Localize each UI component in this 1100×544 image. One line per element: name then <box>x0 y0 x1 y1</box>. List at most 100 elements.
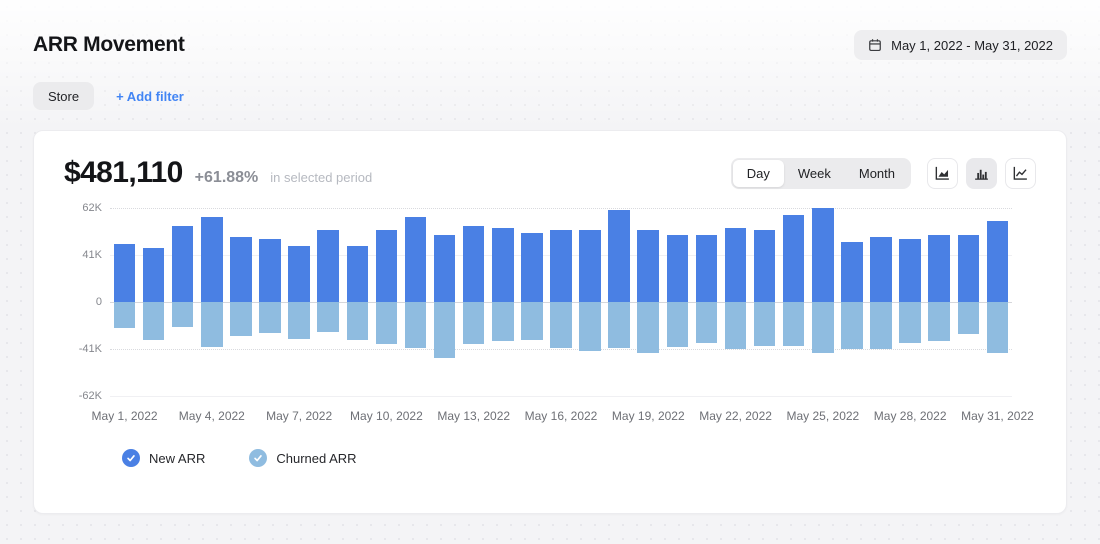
bar-group-may-10[interactable] <box>372 208 401 396</box>
bar-group-may-1[interactable] <box>110 208 139 396</box>
bar-group-may-16[interactable] <box>546 208 575 396</box>
bar-chart-button[interactable] <box>966 157 997 189</box>
churned-arr-bar[interactable] <box>259 302 281 333</box>
add-filter-link[interactable]: + Add filter <box>116 88 184 104</box>
churned-arr-bar[interactable] <box>637 302 659 354</box>
new-arr-bar[interactable] <box>579 230 601 302</box>
granularity-option-month[interactable]: Month <box>858 165 895 181</box>
churned-arr-bar[interactable] <box>171 302 194 328</box>
new-arr-bar[interactable] <box>259 239 281 302</box>
churned-arr-bar[interactable] <box>579 302 601 352</box>
churned-arr-bar[interactable] <box>782 302 805 346</box>
bar-group-may-12[interactable] <box>430 208 459 396</box>
new-arr-bar[interactable] <box>899 239 921 302</box>
bar-group-may-3[interactable] <box>168 208 197 396</box>
churned-arr-bar[interactable] <box>812 302 834 354</box>
bar-group-may-25[interactable] <box>808 208 837 396</box>
bar-group-may-26[interactable] <box>837 208 866 396</box>
churned-arr-bar[interactable] <box>957 302 980 335</box>
new-arr-bar[interactable] <box>753 230 776 302</box>
churned-arr-bar[interactable] <box>870 302 892 349</box>
churned-arr-bar[interactable] <box>201 302 223 347</box>
new-arr-bar[interactable] <box>346 246 369 302</box>
bar-group-may-29[interactable] <box>925 208 954 396</box>
churned-arr-bar[interactable] <box>666 302 689 347</box>
new-arr-bar[interactable] <box>841 241 863 302</box>
bar-group-may-28[interactable] <box>896 208 925 396</box>
granularity-option-day[interactable]: Day <box>732 159 784 187</box>
store-filter-chip[interactable]: Store <box>33 82 95 110</box>
bar-group-may-6[interactable] <box>255 208 284 396</box>
bar-group-may-24[interactable] <box>779 208 808 396</box>
new-arr-bar[interactable] <box>317 230 339 302</box>
line-chart-button[interactable] <box>1005 157 1036 189</box>
new-arr-bar[interactable] <box>812 208 834 302</box>
new-arr-bar[interactable] <box>870 237 892 302</box>
bar-group-may-19[interactable] <box>634 208 663 396</box>
churned-arr-bar[interactable] <box>899 302 921 344</box>
churned-arr-bar[interactable] <box>724 302 747 349</box>
bar-group-may-21[interactable] <box>692 208 721 396</box>
bar-group-may-7[interactable] <box>285 208 314 396</box>
churned-arr-bar[interactable] <box>841 302 863 349</box>
new-arr-bar[interactable] <box>666 234 689 302</box>
bar-group-may-9[interactable] <box>343 208 372 396</box>
new-arr-bar[interactable] <box>171 225 194 302</box>
bar-group-may-27[interactable] <box>866 208 895 396</box>
bar-group-may-30[interactable] <box>954 208 983 396</box>
new-arr-bar[interactable] <box>986 221 1009 302</box>
bar-group-may-15[interactable] <box>517 208 546 396</box>
legend-item-new-arr[interactable]: New ARR <box>122 449 205 467</box>
new-arr-bar[interactable] <box>404 216 427 302</box>
bar-group-may-23[interactable] <box>750 208 779 396</box>
churned-arr-bar[interactable] <box>462 302 485 345</box>
churned-arr-bar[interactable] <box>113 302 136 329</box>
bar-group-may-18[interactable] <box>605 208 634 396</box>
new-arr-bar[interactable] <box>521 232 543 302</box>
new-arr-bar[interactable] <box>462 225 485 302</box>
date-range-button[interactable]: May 1, 2022 - May 31, 2022 <box>854 30 1067 60</box>
bar-group-may-13[interactable] <box>459 208 488 396</box>
new-arr-bar[interactable] <box>928 234 950 302</box>
new-arr-bar[interactable] <box>288 246 310 302</box>
churned-arr-bar[interactable] <box>288 302 310 339</box>
new-arr-bar[interactable] <box>113 243 136 302</box>
new-arr-bar[interactable] <box>724 228 747 302</box>
new-arr-bar[interactable] <box>201 216 223 302</box>
new-arr-bar[interactable] <box>550 230 572 302</box>
new-arr-bar[interactable] <box>637 230 659 302</box>
bar-group-may-2[interactable] <box>139 208 168 396</box>
new-arr-bar[interactable] <box>142 248 165 302</box>
churned-arr-bar[interactable] <box>492 302 514 341</box>
churned-arr-bar[interactable] <box>433 302 456 358</box>
new-arr-bar[interactable] <box>782 214 805 302</box>
area-chart-button[interactable] <box>927 157 958 189</box>
churned-arr-bar[interactable] <box>986 302 1009 354</box>
churned-arr-bar[interactable] <box>753 302 776 346</box>
bar-group-may-22[interactable] <box>721 208 750 396</box>
churned-arr-bar[interactable] <box>346 302 369 340</box>
bar-group-may-14[interactable] <box>488 208 517 396</box>
bar-group-may-8[interactable] <box>314 208 343 396</box>
churned-arr-bar[interactable] <box>230 302 252 337</box>
new-arr-bar[interactable] <box>230 237 252 302</box>
bar-group-may-17[interactable] <box>576 208 605 396</box>
new-arr-bar[interactable] <box>492 228 514 302</box>
bar-group-may-11[interactable] <box>401 208 430 396</box>
new-arr-bar[interactable] <box>433 234 456 302</box>
churned-arr-bar[interactable] <box>317 302 339 332</box>
new-arr-bar[interactable] <box>375 230 398 302</box>
bar-group-may-4[interactable] <box>197 208 226 396</box>
churned-arr-bar[interactable] <box>375 302 398 345</box>
bar-group-may-20[interactable] <box>663 208 692 396</box>
churned-arr-bar[interactable] <box>142 302 165 340</box>
churned-arr-bar[interactable] <box>550 302 572 348</box>
churned-arr-bar[interactable] <box>928 302 950 341</box>
new-arr-bar[interactable] <box>695 234 718 302</box>
churned-arr-bar[interactable] <box>521 302 543 340</box>
churned-arr-bar[interactable] <box>608 302 630 348</box>
legend-item-churned-arr[interactable]: Churned ARR <box>249 449 357 467</box>
bar-group-may-5[interactable] <box>226 208 255 396</box>
bar-group-may-31[interactable] <box>983 208 1012 396</box>
granularity-option-week[interactable]: Week <box>797 165 831 181</box>
